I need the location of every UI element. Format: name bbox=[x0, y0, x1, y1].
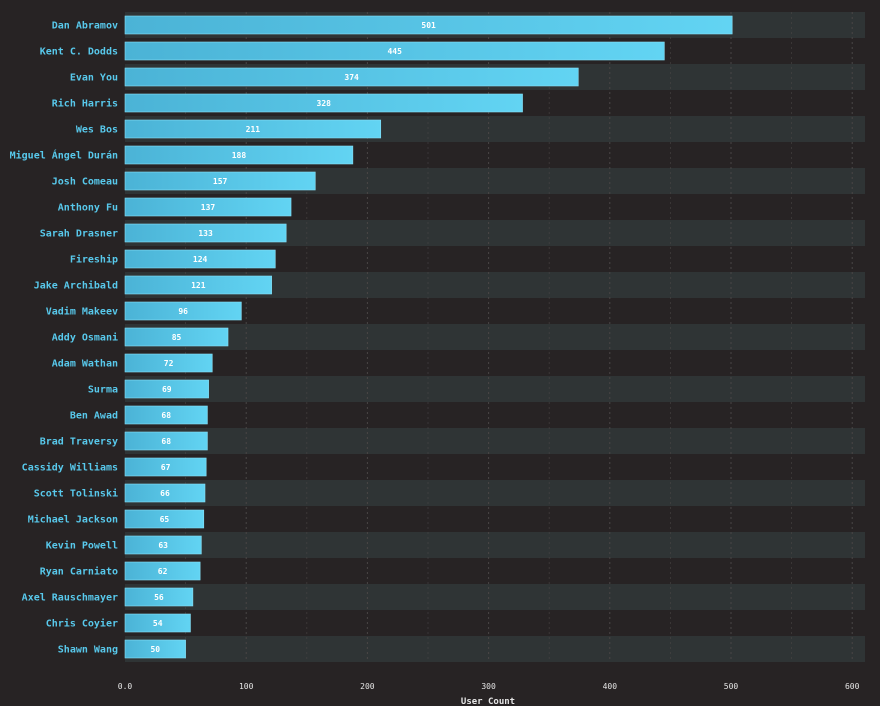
category-label: Addy Osmani bbox=[52, 332, 118, 344]
data-label: 62 bbox=[158, 567, 168, 576]
bar bbox=[124, 275, 272, 295]
bar bbox=[124, 535, 202, 555]
data-label: 56 bbox=[154, 593, 164, 602]
data-label: 54 bbox=[153, 619, 163, 628]
bar bbox=[124, 93, 523, 113]
data-label: 68 bbox=[161, 437, 171, 446]
data-label: 121 bbox=[191, 281, 206, 290]
bar bbox=[124, 119, 382, 139]
row-band bbox=[125, 480, 865, 506]
bar bbox=[124, 145, 354, 165]
bar bbox=[124, 67, 579, 87]
bar bbox=[124, 405, 208, 425]
x-tick-label: 400 bbox=[603, 682, 618, 691]
data-label: 68 bbox=[161, 411, 171, 420]
category-label: Kevin Powell bbox=[46, 540, 118, 552]
bar bbox=[124, 483, 206, 503]
bar bbox=[124, 197, 292, 217]
category-label: Fireship bbox=[70, 254, 118, 266]
data-label: 67 bbox=[161, 463, 171, 472]
bar bbox=[124, 639, 186, 659]
data-label: 501 bbox=[421, 21, 436, 30]
category-label: Scott Tolinski bbox=[34, 488, 118, 500]
category-label: Michael Jackson bbox=[28, 514, 118, 526]
bar bbox=[124, 509, 205, 529]
category-label: Adam Wathan bbox=[52, 359, 118, 370]
data-label: 445 bbox=[387, 47, 402, 56]
category-label: Rich Harris bbox=[52, 98, 118, 110]
category-label: Axel Rauschmayer bbox=[22, 593, 118, 604]
row-band bbox=[125, 324, 865, 350]
category-label: Dan Abramov bbox=[52, 21, 118, 32]
bar bbox=[124, 15, 733, 35]
x-tick-label: 500 bbox=[724, 682, 739, 691]
data-label: 328 bbox=[317, 99, 332, 108]
x-tick-label: 600 bbox=[845, 682, 860, 691]
x-axis-ticks: 0.0 100 200 300 400 500 600 bbox=[118, 682, 860, 691]
category-label: Surma bbox=[88, 385, 118, 396]
data-label: 63 bbox=[158, 541, 168, 550]
bar bbox=[124, 561, 201, 581]
bar bbox=[124, 613, 191, 633]
x-axis-title: User Count bbox=[461, 697, 515, 706]
category-label: Sarah Drasner bbox=[40, 229, 118, 240]
x-tick-label: 0.0 bbox=[118, 682, 133, 691]
bar bbox=[124, 41, 665, 61]
data-label: 188 bbox=[232, 151, 247, 160]
data-label: 157 bbox=[213, 177, 228, 186]
category-label: Vadim Makeev bbox=[46, 306, 118, 318]
category-label: Miguel Ángel Durán bbox=[10, 149, 118, 162]
bar bbox=[124, 327, 229, 347]
data-label: 96 bbox=[178, 307, 188, 316]
data-label: 72 bbox=[164, 359, 174, 368]
data-label: 85 bbox=[172, 333, 182, 342]
data-label: 133 bbox=[198, 229, 213, 238]
data-label: 50 bbox=[150, 645, 160, 654]
bar bbox=[124, 301, 242, 321]
category-label: Chris Coyier bbox=[46, 618, 118, 630]
row-band bbox=[125, 584, 865, 610]
data-label: 124 bbox=[193, 255, 208, 264]
bar bbox=[124, 171, 316, 191]
category-label: Ben Awad bbox=[70, 411, 118, 422]
category-label: Anthony Fu bbox=[58, 203, 118, 214]
value-labels: 501 445 374 328 211 188 157 137 133 124 121 96 85 72 6… bbox=[150, 21, 436, 654]
row-band bbox=[125, 428, 865, 454]
category-label: Shawn Wang bbox=[58, 645, 118, 656]
bars bbox=[124, 15, 733, 659]
category-labels: Dan Abramov Kent C. Dodds Evan You Rich Har… bbox=[10, 21, 118, 656]
bar bbox=[124, 353, 213, 373]
data-label: 66 bbox=[160, 489, 170, 498]
row-band bbox=[125, 636, 865, 662]
x-tick-label: 200 bbox=[360, 682, 375, 691]
category-label: Jake Archibald bbox=[34, 280, 118, 292]
x-tick-label: 100 bbox=[239, 682, 254, 691]
bar bbox=[124, 587, 194, 607]
category-label: Cassidy Williams bbox=[22, 462, 118, 474]
data-label: 211 bbox=[246, 125, 261, 134]
x-tick-label: 300 bbox=[481, 682, 496, 691]
category-label: Ryan Carniato bbox=[40, 566, 118, 578]
data-label: 65 bbox=[160, 515, 170, 524]
category-label: Wes Bos bbox=[76, 125, 118, 136]
data-label: 374 bbox=[344, 73, 359, 82]
category-label: Brad Traversy bbox=[40, 437, 118, 448]
bar bbox=[124, 457, 207, 477]
category-label: Evan You bbox=[70, 73, 118, 84]
category-label: Josh Comeau bbox=[52, 177, 118, 188]
bar bbox=[124, 223, 287, 243]
row-band bbox=[125, 532, 865, 558]
bar bbox=[124, 431, 208, 451]
category-label: Kent C. Dodds bbox=[40, 47, 118, 58]
data-label: 137 bbox=[201, 203, 216, 212]
row-band bbox=[125, 376, 865, 402]
data-label: 69 bbox=[162, 385, 172, 394]
bar bbox=[124, 379, 209, 399]
gridlines bbox=[185, 12, 853, 662]
bar bbox=[124, 249, 276, 269]
